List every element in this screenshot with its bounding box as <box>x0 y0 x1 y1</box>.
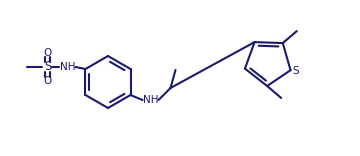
Text: NH: NH <box>143 95 158 105</box>
Text: O: O <box>43 48 51 58</box>
Text: NH: NH <box>60 62 75 72</box>
Text: S: S <box>292 66 299 76</box>
Text: O: O <box>43 76 51 86</box>
Text: S: S <box>44 61 51 73</box>
